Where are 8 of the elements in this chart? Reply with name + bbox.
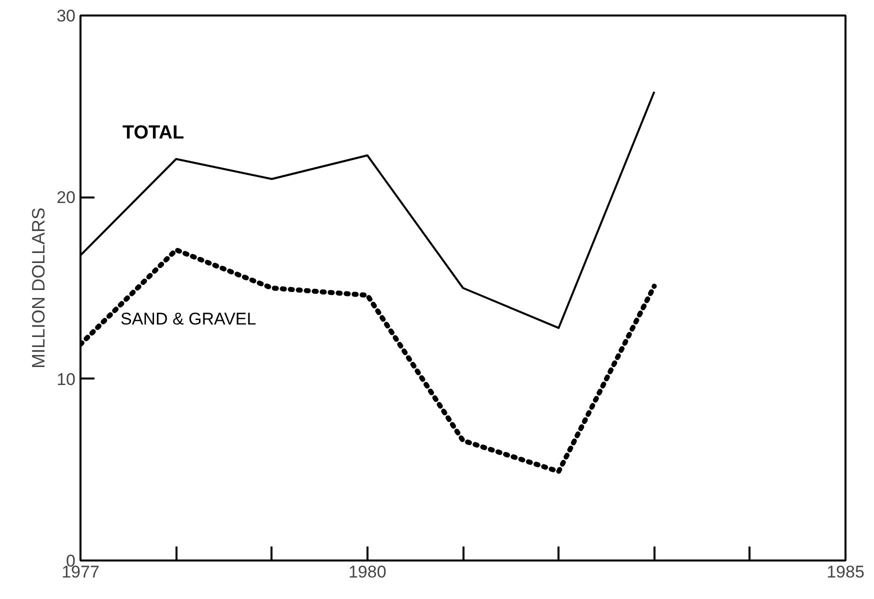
series-label: SAND & GRAVEL (120, 309, 256, 328)
y-axis-title: MILLION DOLLARS (28, 207, 49, 369)
x-tick-label: 1980 (348, 562, 386, 582)
y-tick-label: 30 (56, 6, 76, 26)
y-tick-label: 20 (56, 188, 76, 208)
y-tick-label: 10 (56, 370, 76, 389)
series-label: TOTAL (122, 122, 184, 144)
x-tick-label: 1985 (826, 562, 864, 582)
